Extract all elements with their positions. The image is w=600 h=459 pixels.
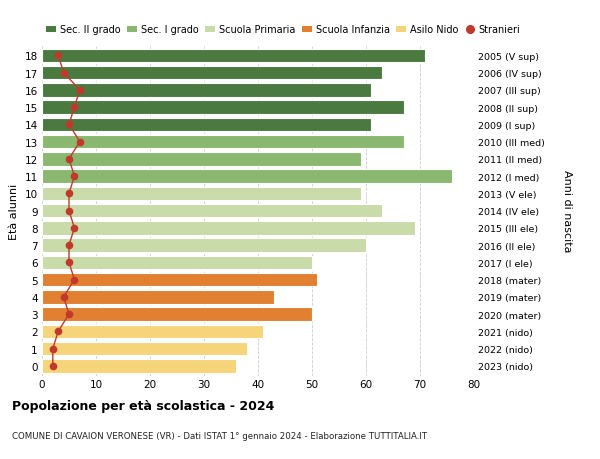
Bar <box>42 273 317 287</box>
Bar <box>42 135 404 149</box>
Text: COMUNE DI CAVAION VERONESE (VR) - Dati ISTAT 1° gennaio 2024 - Elaborazione TUTT: COMUNE DI CAVAION VERONESE (VR) - Dati I… <box>12 431 427 441</box>
Legend: Sec. II grado, Sec. I grado, Scuola Primaria, Scuola Infanzia, Asilo Nido, Stran: Sec. II grado, Sec. I grado, Scuola Prim… <box>42 22 524 39</box>
Bar <box>42 101 404 115</box>
Bar <box>42 204 382 218</box>
Bar <box>42 342 247 356</box>
Bar <box>42 291 274 304</box>
Bar <box>42 325 263 338</box>
Bar <box>42 50 425 63</box>
Bar <box>42 222 415 235</box>
Bar <box>42 118 371 132</box>
Text: Popolazione per età scolastica - 2024: Popolazione per età scolastica - 2024 <box>12 399 274 412</box>
Bar <box>42 84 371 97</box>
Bar <box>42 170 452 184</box>
Bar <box>42 308 312 321</box>
Bar <box>42 239 366 252</box>
Bar <box>42 187 361 201</box>
Bar <box>42 256 312 269</box>
Bar <box>42 153 361 166</box>
Bar <box>42 359 236 373</box>
Y-axis label: Anni di nascita: Anni di nascita <box>562 170 572 252</box>
Y-axis label: Età alunni: Età alunni <box>9 183 19 239</box>
Bar <box>42 67 382 80</box>
